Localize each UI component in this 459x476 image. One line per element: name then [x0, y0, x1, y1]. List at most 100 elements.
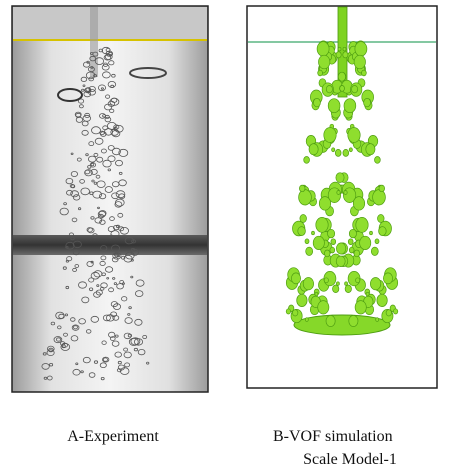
- bubble: [325, 315, 336, 327]
- bubble: [304, 317, 309, 322]
- bubble: [355, 217, 369, 233]
- plume-base: [293, 314, 391, 336]
- bubble: [327, 98, 341, 114]
- bubble: [101, 64, 110, 71]
- experiment-photo: [11, 5, 209, 393]
- bubble: [332, 284, 340, 293]
- bubble: [135, 279, 145, 287]
- bubble: [377, 214, 385, 223]
- bubble: [133, 347, 138, 352]
- bubble: [86, 260, 94, 267]
- bubble: [116, 283, 124, 290]
- bubble: [102, 314, 111, 322]
- bubble: [325, 85, 333, 94]
- bubble: [94, 57, 105, 65]
- bubble: [334, 149, 342, 157]
- bubble: [316, 41, 330, 57]
- bubble: [93, 152, 99, 157]
- bubble: [127, 333, 132, 338]
- bubble: [50, 321, 56, 326]
- bubble: [81, 296, 90, 304]
- bubble: [107, 81, 117, 88]
- bubble: [323, 127, 337, 143]
- bubble: [70, 190, 79, 198]
- bubble: [123, 332, 132, 340]
- bubble: [131, 239, 137, 244]
- bubble: [331, 147, 336, 153]
- bubble: [299, 214, 307, 223]
- bubble: [348, 246, 355, 254]
- bubble: [98, 84, 107, 92]
- bubble: [80, 187, 90, 196]
- bubble: [108, 60, 115, 66]
- bubble: [347, 238, 354, 245]
- bubble: [376, 293, 388, 307]
- bubble: [130, 275, 134, 279]
- bubble: [324, 249, 331, 258]
- jet: [90, 7, 98, 77]
- bubble: [323, 277, 329, 284]
- bubble: [82, 84, 86, 87]
- bubble: [71, 217, 78, 223]
- bubble: [70, 152, 74, 156]
- bubble: [107, 100, 116, 107]
- bubble: [125, 251, 135, 260]
- bubble: [65, 178, 74, 185]
- bubble: [104, 186, 113, 193]
- bubble: [43, 376, 48, 380]
- bubble: [111, 147, 121, 156]
- bubble: [291, 272, 301, 285]
- bubble: [59, 207, 69, 216]
- bubble: [124, 317, 133, 324]
- bubble: [102, 356, 110, 363]
- bubble: [85, 153, 89, 157]
- bubble: [111, 73, 116, 78]
- bubble: [296, 293, 308, 307]
- air-region: [13, 7, 207, 39]
- bubble: [76, 157, 82, 162]
- bubble: [80, 370, 84, 374]
- bubble: [88, 76, 94, 82]
- bubble: [111, 244, 121, 252]
- bubble: [107, 168, 111, 172]
- bubble: [347, 127, 361, 143]
- bubble: [146, 361, 150, 365]
- bubble: [91, 179, 95, 183]
- bubble: [123, 351, 132, 359]
- bubble: [342, 149, 350, 157]
- bubble: [100, 255, 107, 261]
- bubble: [85, 87, 91, 92]
- bubble: [79, 179, 85, 184]
- bubble: [115, 224, 120, 229]
- bubble: [134, 290, 144, 298]
- bubble: [327, 228, 336, 239]
- bubble: [42, 352, 47, 356]
- bubble: [95, 174, 101, 179]
- bubble: [370, 246, 379, 256]
- bubble: [122, 282, 125, 285]
- bubble: [369, 230, 373, 236]
- bubble: [103, 62, 109, 67]
- bubble: [72, 194, 81, 201]
- bubble: [77, 98, 85, 104]
- bubble: [65, 285, 70, 290]
- bubble: [115, 159, 123, 167]
- bubble: [285, 308, 291, 315]
- bubble: [374, 156, 381, 164]
- bubble: [85, 329, 92, 334]
- bubble: [65, 241, 75, 250]
- bubble: [98, 213, 104, 219]
- bubble: [90, 163, 95, 167]
- bubble: [312, 235, 325, 250]
- bubble: [89, 55, 96, 62]
- bubble: [298, 189, 312, 206]
- bubble: [80, 76, 88, 83]
- bubble: [124, 362, 130, 368]
- bubble: [361, 69, 367, 77]
- bubble: [107, 145, 115, 151]
- bubble: [318, 54, 331, 70]
- bubble: [110, 336, 116, 341]
- dark-band: [13, 235, 207, 255]
- bubble: [92, 233, 98, 238]
- bubble: [85, 71, 96, 80]
